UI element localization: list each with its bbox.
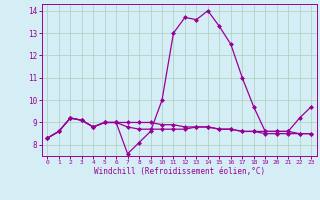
X-axis label: Windchill (Refroidissement éolien,°C): Windchill (Refroidissement éolien,°C) xyxy=(94,167,265,176)
